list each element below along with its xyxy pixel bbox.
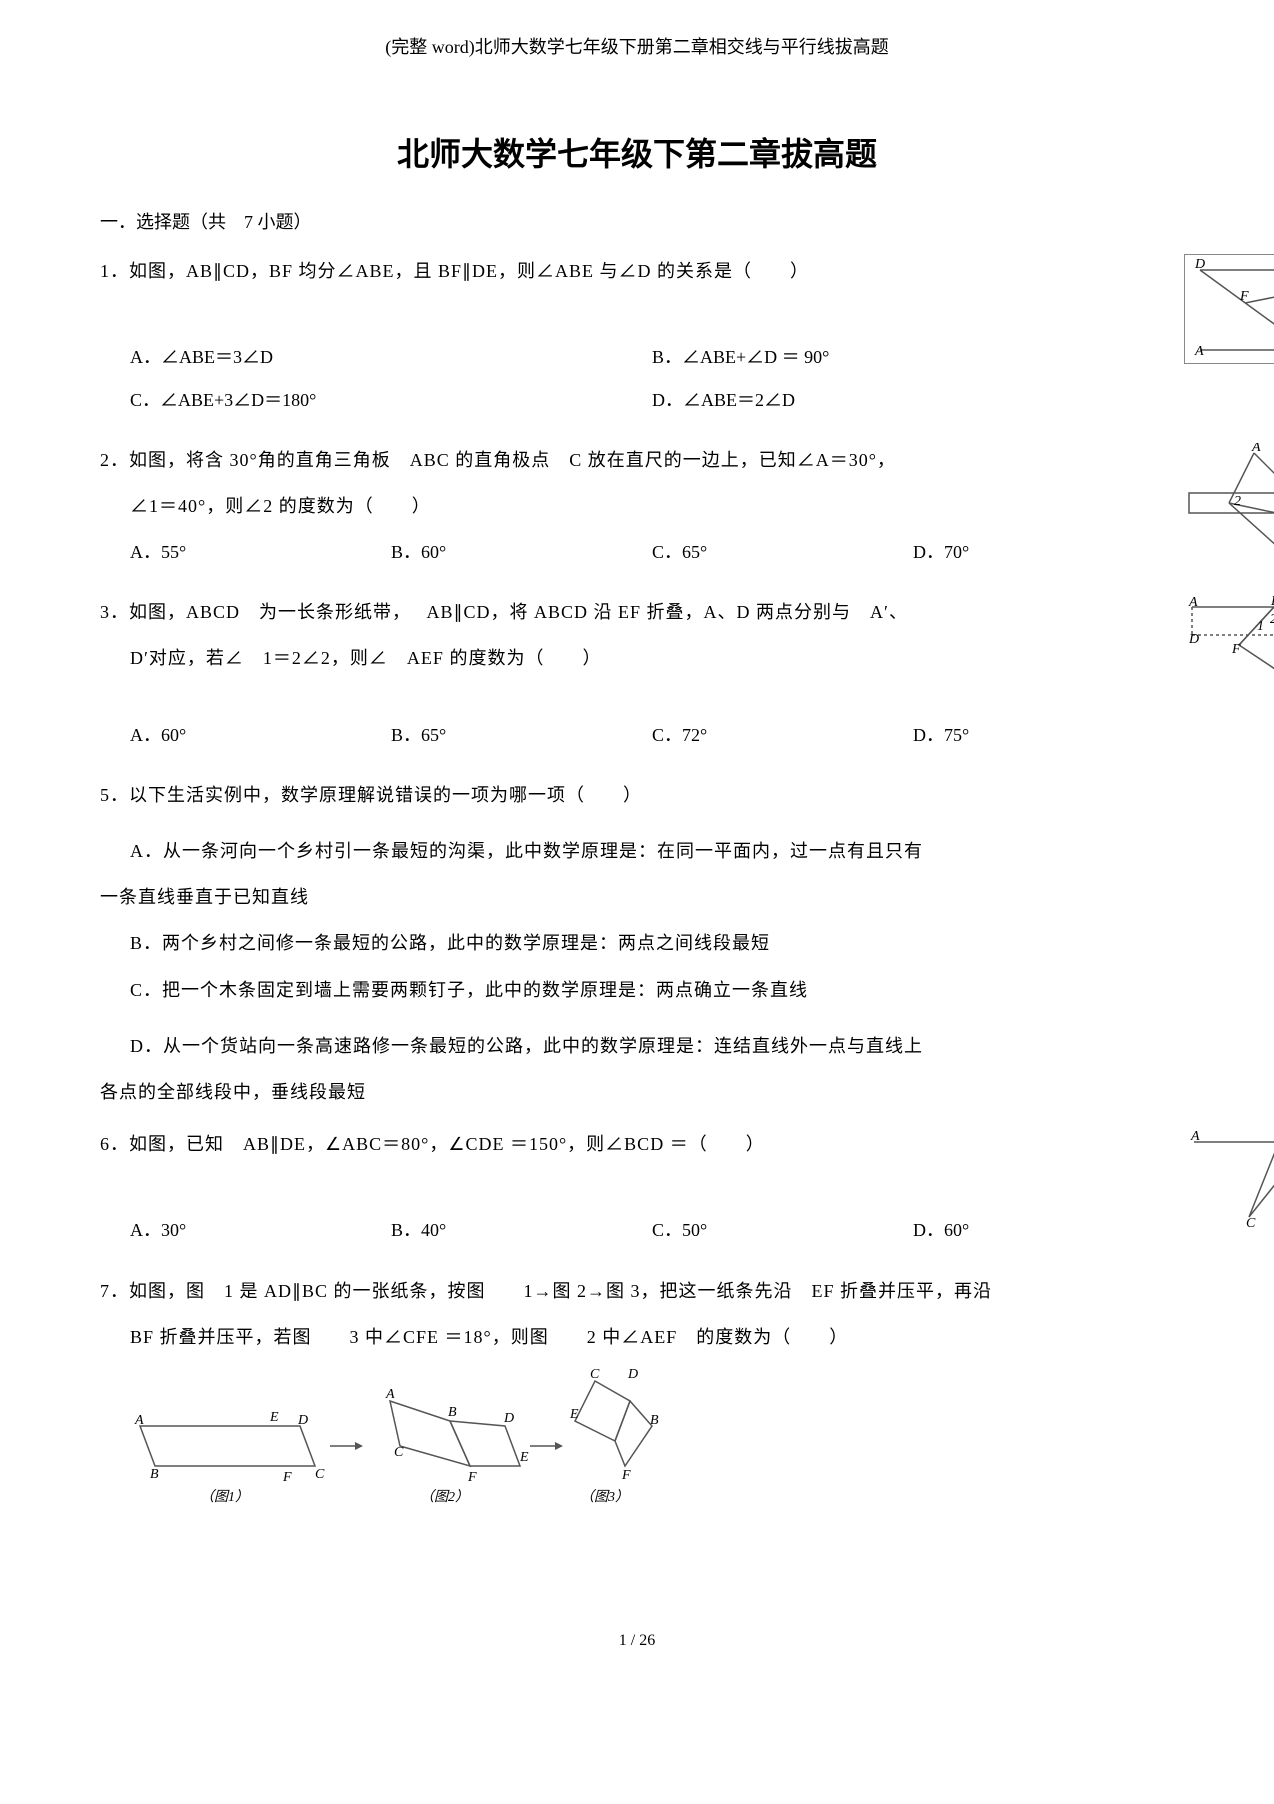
figure-q7: A D B C E F （图1） A B D C E F （图2） D C B E F （图3） (130, 1366, 660, 1526)
svg-text:C: C (1246, 1216, 1256, 1227)
q6-option-b: B．40° (391, 1213, 652, 1247)
q1-option-c: C．∠ABE+3∠D＝180° (130, 383, 652, 417)
figure-q1: D C A B F E (1184, 254, 1274, 364)
svg-text:2: 2 (1270, 612, 1274, 627)
q1-option-a: A．∠ABE＝3∠D (130, 340, 652, 374)
q6-option-c: C．50° (652, 1213, 913, 1247)
q6-option-a: A．30° (130, 1213, 391, 1247)
q1-text: 1．如图，AB∥CD，BF 均分∠ABE，且 BF∥DE，则∠ABE 与∠D 的… (100, 254, 1174, 288)
q2-option-c: C．65° (652, 535, 913, 569)
q5-option-d: D．从一个货站向一条高速路修一条最短的公路，此中的数学原理是：连结直线外一点与直… (130, 1029, 1174, 1063)
q3-option-b: B．65° (391, 718, 652, 752)
svg-text:D: D (297, 1413, 308, 1428)
q2-text: 2．如图，将含 30°角的直角三角板 ABC 的直角极点 C 放在直尺的一边上，… (100, 443, 1174, 477)
svg-text:D: D (503, 1411, 514, 1426)
q1-options: A．∠ABE＝3∠D B．∠ABE+∠D ＝ 90° C．∠ABE+3∠D＝18… (130, 340, 1174, 424)
q5-option-a2: 一条直线垂直于已知直线 (100, 880, 1174, 914)
q3-option-c: C．72° (652, 718, 913, 752)
svg-text:A: A (1251, 443, 1261, 455)
q2-option-b: B．60° (391, 535, 652, 569)
q3-option-d: D．75° (913, 718, 1174, 752)
q7-text2: BF 折叠并压平，若图 3 中∠CFE ＝18°，则图 2 中∠AEF 的度数为… (130, 1320, 1174, 1354)
q2-option-a: A．55° (130, 535, 391, 569)
q2-option-d: D．70° (913, 535, 1174, 569)
q5-option-d2: 各点的全部线段中，垂线段最短 (100, 1075, 1174, 1109)
q2-text2: ∠1＝40°，则∠2 的度数为（ ） (130, 489, 1174, 523)
question-1: D C A B F E 1．如图，AB∥CD，BF 均分∠ABE，且 BF∥DE… (100, 254, 1174, 425)
svg-text:D: D (1188, 632, 1199, 647)
q3-option-a: A．60° (130, 718, 391, 752)
svg-text:D: D (1194, 257, 1205, 272)
q1-option-b: B．∠ABE+∠D ＝ 90° (652, 340, 1174, 374)
q2-options: A．55° B．60° C．65° D．70° (130, 535, 1174, 577)
svg-text:A: A (134, 1413, 144, 1428)
svg-text:B: B (650, 1413, 659, 1428)
svg-text:C: C (315, 1467, 325, 1482)
svg-text:（图2）: （图2） (420, 1489, 469, 1505)
svg-text:（图3）: （图3） (580, 1489, 629, 1505)
svg-text:F: F (282, 1470, 292, 1485)
figure-q6: A B D E C (1184, 1127, 1274, 1227)
question-2: A C B 1 2 2．如图，将含 30°角的直角三角板 ABC 的直角极点 C… (100, 443, 1174, 578)
svg-text:B: B (448, 1405, 457, 1420)
svg-text:A: A (385, 1387, 395, 1402)
q1-option-d: D．∠ABE＝2∠D (652, 383, 1174, 417)
svg-text:E: E (519, 1450, 529, 1465)
question-6: A B D E C 6．如图，已知 AB∥DE，∠ABC＝80°，∠CDE ＝1… (100, 1127, 1174, 1255)
q7-text: 7．如图，图 1 是 AD∥BC 的一张纸条，按图 1→图 2→图 3，把这一纸… (100, 1274, 1174, 1308)
svg-text:E: E (569, 1407, 579, 1422)
question-7: 7．如图，图 1 是 AD∥BC 的一张纸条，按图 1→图 2→图 3，把这一纸… (100, 1274, 1174, 1526)
question-3: A E B D C F A' D' 2 1 3．如图，ABCD 为一长条形纸带，… (100, 595, 1174, 760)
question-5: 5．以下生活实例中，数学原理解说错误的一项为哪一项（ ） A．从一条河向一个乡村… (100, 778, 1174, 1109)
svg-text:A: A (1188, 595, 1198, 610)
figure-q3: A E B D C F A' D' 2 1 (1184, 595, 1274, 695)
figure-q2: A C B 1 2 (1184, 443, 1274, 563)
svg-text:F: F (621, 1468, 631, 1483)
page-header: (完整 word)北师大数学七年级下册第二章相交线与平行线拔高题 (100, 30, 1174, 64)
q5-option-a: A．从一条河向一个乡村引一条最短的沟渠，此中数学原理是：在同一平面内，过一点有且… (130, 834, 1174, 868)
q3-text: 3．如图，ABCD 为一长条形纸带， AB∥CD，将 ABCD 沿 EF 折叠，… (100, 595, 1174, 629)
svg-text:C: C (394, 1445, 404, 1460)
q3-options: A．60° B．65° C．72° D．75° (130, 718, 1174, 760)
svg-text:E: E (1270, 595, 1274, 609)
svg-text:F: F (467, 1470, 477, 1485)
q6-options: A．30° B．40° C．50° D．60° (130, 1213, 1174, 1255)
q5-option-b: B．两个乡村之间修一条最短的公路，此中的数学原理是：两点之间线段最短 (130, 926, 1174, 960)
svg-text:C: C (590, 1367, 600, 1382)
svg-text:F: F (1231, 642, 1241, 657)
q5-text: 5．以下生活实例中，数学原理解说错误的一项为哪一项（ ） (100, 778, 1174, 812)
q5-option-c: C．把一个木条固定到墙上需要两颗钉子，此中的数学原理是：两点确立一条直线 (130, 973, 1174, 1007)
q6-text: 6．如图，已知 AB∥DE，∠ABC＝80°，∠CDE ＝150°，则∠BCD … (100, 1127, 1174, 1161)
page-footer: 1 / 26 (100, 1626, 1174, 1656)
svg-text:D: D (627, 1367, 638, 1382)
section-header: 一．选择题（共 7 小题） (100, 205, 1174, 239)
svg-text:2: 2 (1234, 494, 1241, 509)
q3-text2: D′对应，若∠ 1＝2∠2，则∠ AEF 的度数为（ ） (130, 641, 1174, 675)
svg-text:E: E (269, 1410, 279, 1425)
svg-text:F: F (1239, 289, 1249, 304)
svg-text:（图1）: （图1） (200, 1489, 249, 1505)
svg-text:A: A (1190, 1129, 1200, 1144)
svg-text:1: 1 (1257, 619, 1264, 634)
q6-option-d: D．60° (913, 1213, 1174, 1247)
svg-text:A: A (1194, 344, 1204, 359)
main-title: 北师大数学七年级下第二章拔高题 (100, 124, 1174, 185)
svg-text:B: B (150, 1467, 159, 1482)
